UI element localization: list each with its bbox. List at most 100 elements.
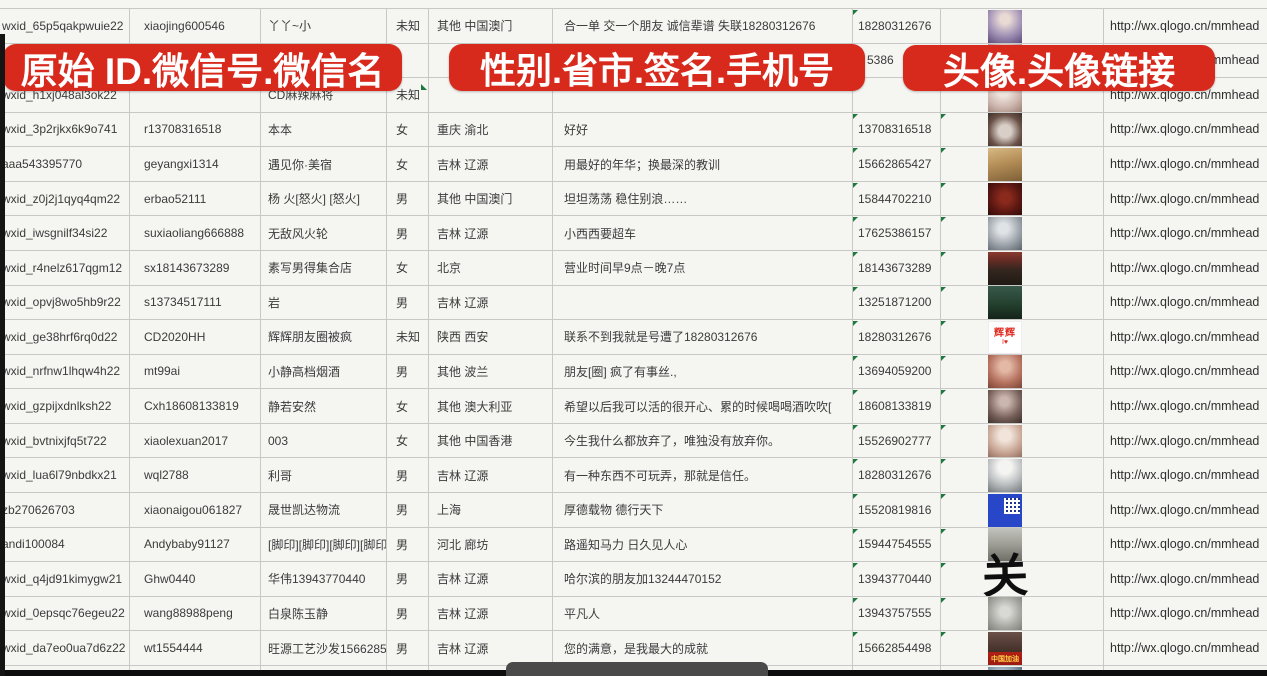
cell-phone[interactable]: 17625386157 bbox=[852, 216, 940, 250]
cell-phone[interactable]: 13943757555 bbox=[852, 597, 940, 631]
cell-nickname[interactable]: 无敌风火轮 bbox=[268, 226, 329, 241]
cell-avatar-url[interactable]: http://wx.qlogo.cn/mmhead bbox=[1110, 295, 1260, 310]
cell-avatar-url[interactable]: http://wx.qlogo.cn/mmhead bbox=[1110, 18, 1260, 33]
cell-wechat-id[interactable]: sx18143673289 bbox=[144, 260, 230, 275]
cell-avatar[interactable]: 辉辉 I♥ bbox=[940, 320, 1103, 354]
cell-avatar[interactable] bbox=[940, 493, 1103, 527]
cell-signature[interactable]: 联系不到我就是号遭了18280312676 bbox=[564, 330, 758, 345]
cell-wxid[interactable]: wxid_65p5qakpwuie22 bbox=[2, 18, 124, 33]
cell-gender[interactable]: 男 bbox=[396, 606, 409, 621]
cell-avatar[interactable] bbox=[940, 9, 1103, 43]
cell-wxid[interactable]: wxid_iwsgnilf34si22 bbox=[2, 226, 108, 241]
cell-gender[interactable]: 男 bbox=[396, 572, 409, 587]
cell-wechat-id[interactable]: geyangxi1314 bbox=[144, 157, 219, 172]
cell-nickname[interactable]: 丫丫~小 bbox=[268, 19, 312, 34]
cell-avatar[interactable] bbox=[940, 528, 1103, 562]
cell-signature[interactable]: 路遥知马力 日久见人心 bbox=[564, 537, 688, 552]
cell-wechat-id[interactable]: Ghw0440 bbox=[144, 571, 196, 586]
cell-phone[interactable]: 15662854498 bbox=[852, 631, 940, 665]
cell-signature[interactable] bbox=[552, 286, 852, 320]
cell-wxid[interactable]: wxid_nrfnw1lhqw4h22 bbox=[2, 364, 121, 379]
cell-gender[interactable]: 男 bbox=[396, 192, 409, 207]
cell-gender[interactable]: 未知 bbox=[396, 19, 421, 34]
cell-nickname[interactable]: 素写男得集合店 bbox=[268, 261, 353, 276]
cell-avatar[interactable] bbox=[940, 147, 1103, 182]
cell-region[interactable]: 其他 波兰 bbox=[437, 364, 489, 379]
cell-region[interactable]: 吉林 辽源 bbox=[437, 295, 489, 310]
cell-wxid[interactable]: wxid_opvj8wo5hb9r22 bbox=[2, 295, 121, 310]
cell-avatar-url[interactable]: http://wx.qlogo.cn/mmhead bbox=[1110, 641, 1260, 656]
cell-region[interactable]: 其他 中国澳门 bbox=[437, 192, 513, 207]
cell-gender[interactable]: 男 bbox=[396, 295, 409, 310]
cell-wechat-id[interactable]: wql2788 bbox=[144, 468, 189, 483]
cell-nickname[interactable]: 白泉陈玉静 bbox=[268, 606, 329, 621]
cell-wechat-id[interactable]: wang88988peng bbox=[144, 606, 233, 621]
cell-wxid[interactable]: wxid_r4nelz617qgm12 bbox=[2, 260, 123, 275]
cell-wechat-id[interactable]: wt1554444 bbox=[144, 641, 203, 656]
cell-nickname[interactable]: 旺源工艺沙发15662854 bbox=[268, 641, 386, 656]
cell-signature[interactable]: 朋友[圈] 疯了有事丝., bbox=[564, 364, 677, 379]
cell-signature[interactable]: 平凡人 bbox=[564, 606, 601, 621]
cell-wxid[interactable]: wxid_0epsqc76egeu22 bbox=[2, 606, 125, 621]
cell-wxid[interactable]: aaa543395770 bbox=[2, 157, 83, 172]
cell-region[interactable]: 河北 廊坊 bbox=[437, 537, 489, 552]
cell-phone[interactable]: 15662865427 bbox=[852, 147, 940, 181]
horizontal-scrollbar-thumb[interactable] bbox=[506, 662, 768, 676]
cell-avatar[interactable] bbox=[940, 251, 1103, 285]
cell-wxid[interactable]: zb270626703 bbox=[2, 502, 75, 517]
cell-gender[interactable]: 男 bbox=[396, 364, 409, 379]
cell-avatar[interactable]: 中国加油 bbox=[940, 631, 1103, 666]
cell-nickname[interactable]: CD麻辣麻将 bbox=[268, 88, 334, 103]
cell-avatar-url[interactable]: http://wx.qlogo.cn/mmhead bbox=[1110, 364, 1260, 379]
cell-avatar[interactable] bbox=[940, 597, 1103, 631]
cell-avatar-url[interactable]: http://wx.qlogo.cn/mmhead bbox=[1110, 502, 1260, 517]
cell-nickname[interactable]: 杨 火[怒火] [怒火] bbox=[268, 192, 361, 207]
cell-phone[interactable]: 18608133819 bbox=[852, 389, 940, 423]
cell-avatar[interactable] bbox=[940, 458, 1103, 493]
cell-wxid[interactable]: wxid_lua6l79nbdkx21 bbox=[2, 468, 117, 483]
cell-region[interactable]: 吉林 辽源 bbox=[437, 606, 489, 621]
cell-nickname[interactable]: 华伟13943770440 bbox=[268, 572, 366, 587]
cell-wechat-id[interactable]: xiaojing600546 bbox=[144, 18, 225, 33]
cell-avatar-url[interactable]: http://wx.qlogo.cn/mmhead bbox=[1110, 157, 1260, 172]
cell-region[interactable]: 上海 bbox=[437, 503, 462, 518]
cell-avatar-url[interactable]: http://wx.qlogo.cn/mmhead bbox=[1110, 122, 1260, 137]
cell-gender[interactable]: 男 bbox=[396, 503, 409, 518]
cell-region[interactable]: 重庆 渝北 bbox=[437, 122, 489, 137]
cell-signature[interactable]: 用最好的年华；换最深的教训 bbox=[564, 157, 721, 172]
cell-wxid[interactable]: wxid_bvtnixjfq5t722 bbox=[2, 433, 107, 448]
cell-signature[interactable]: 您的满意，是我最大的成就 bbox=[564, 641, 709, 656]
cell-phone[interactable]: 5386 bbox=[867, 53, 894, 68]
cell-gender[interactable]: 女 bbox=[396, 261, 409, 276]
cell-avatar[interactable] bbox=[940, 286, 1103, 320]
cell-nickname[interactable]: 遇见你·美宿 bbox=[268, 157, 332, 172]
cell-region[interactable]: 吉林 辽源 bbox=[437, 226, 489, 241]
cell-wxid[interactable]: wxid_3p2rjkx6k9o741 bbox=[2, 122, 118, 137]
cell-avatar-url[interactable]: http://wx.qlogo.cn/mmhead bbox=[1110, 468, 1260, 483]
cell-avatar-url[interactable]: http://wx.qlogo.cn/mmhead bbox=[1110, 537, 1260, 552]
cell-avatar-url[interactable]: http://wx.qlogo.cn/mmhead bbox=[1110, 226, 1260, 241]
cell-avatar-url[interactable]: http://wx.qlogo.cn/mmhead bbox=[1110, 329, 1260, 344]
cell-phone[interactable]: 18280312676 bbox=[852, 458, 940, 492]
cell-region[interactable]: 北京 bbox=[437, 261, 462, 276]
cell-nickname[interactable]: 003 bbox=[268, 433, 289, 448]
cell-wechat-id[interactable]: r13708316518 bbox=[144, 122, 222, 137]
cell-wechat-id[interactable]: erbao52111 bbox=[144, 191, 207, 206]
cell-signature[interactable]: 好好 bbox=[564, 122, 589, 137]
cell-wechat-id[interactable]: CD2020HH bbox=[144, 329, 206, 344]
cell-region[interactable]: 其他 澳大利亚 bbox=[437, 399, 513, 414]
cell-phone[interactable]: 13943770440 bbox=[852, 562, 940, 596]
cell-wxid[interactable]: wxid_gzpijxdnlksh22 bbox=[2, 399, 112, 414]
cell-nickname[interactable]: 辉辉朋友圈被疯 bbox=[268, 330, 353, 345]
cell-region[interactable]: 其他 中国澳门 bbox=[437, 19, 513, 34]
cell-region[interactable]: 吉林 辽源 bbox=[437, 641, 489, 656]
cell-wechat-id[interactable]: suxiaoliang666888 bbox=[144, 226, 245, 241]
cell-avatar[interactable] bbox=[940, 355, 1103, 389]
cell-gender[interactable]: 女 bbox=[396, 157, 409, 172]
cell-phone[interactable]: 15526902777 bbox=[852, 424, 940, 458]
cell-wechat-id[interactable]: xiaonaigou061827 bbox=[144, 502, 243, 517]
cell-avatar[interactable] bbox=[940, 113, 1103, 147]
cell-wechat-id[interactable]: Andybaby91127 bbox=[144, 537, 230, 552]
cell-avatar[interactable] bbox=[940, 389, 1103, 424]
cell-wechat-id[interactable]: s13734517111 bbox=[144, 295, 222, 310]
